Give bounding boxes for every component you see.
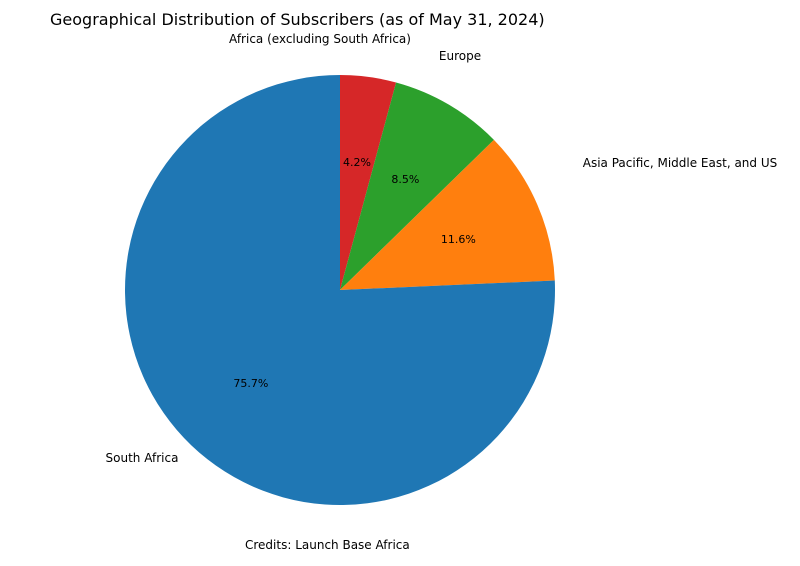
pie-chart-container: Geographical Distribution of Subscribers… <box>0 0 800 566</box>
pie-chart-svg: 4.2% Africa (excluding South Africa) 8.5% E… <box>0 0 800 566</box>
chart-credits: Credits: Launch Base Africa <box>245 538 410 552</box>
pie-pct-label: 75.7% <box>233 377 268 390</box>
pie-slice-label: Africa (excluding South Africa) <box>229 32 411 46</box>
pie-pct-label: 8.5% <box>391 173 419 186</box>
pie-slice-label: South Africa <box>106 451 179 465</box>
pie-slice-label: Asia Pacific, Middle East, and US <box>583 156 778 170</box>
pie-pct-label: 4.2% <box>343 156 371 169</box>
pie-slice-label: Europe <box>439 49 481 63</box>
pie-pct-label: 11.6% <box>441 233 476 246</box>
